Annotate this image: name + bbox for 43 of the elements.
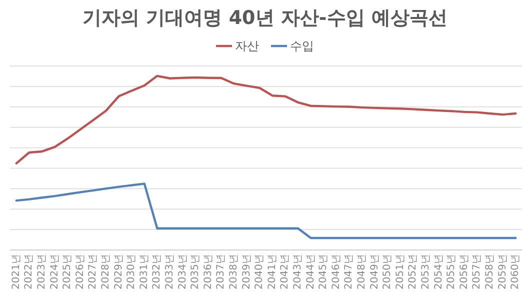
x-tick-label: 2033년 <box>164 254 176 290</box>
x-tick-label: 2027년 <box>88 254 99 290</box>
x-tick-label: 2026년 <box>74 254 86 290</box>
x-tick-label: 2025년 <box>62 254 74 290</box>
x-tick-label: 2039년 <box>241 254 252 290</box>
x-tick-label: 2047년 <box>344 254 355 290</box>
x-tick-label: 2049년 <box>369 254 380 290</box>
x-tick-label: 2057년 <box>472 254 483 290</box>
x-tick-label: 2053년 <box>420 254 432 290</box>
x-tick-label: 2028년 <box>100 254 112 290</box>
x-tick-label: 2023년 <box>36 254 48 290</box>
legend-label: 수입 <box>290 39 314 53</box>
x-tick-label: 2032년 <box>152 254 163 290</box>
legend-label: 자산 <box>235 39 259 53</box>
x-tick-label: 2031년 <box>138 254 150 290</box>
x-tick-label: 2059년 <box>497 254 508 290</box>
x-tick-label: 2055년 <box>446 254 458 290</box>
x-tick-label: 2043년 <box>292 254 304 290</box>
x-tick-label: 2051년 <box>394 254 406 290</box>
x-tick-label: 2038년 <box>228 254 240 290</box>
x-tick-label: 2042년 <box>280 254 291 290</box>
x-tick-label: 2058년 <box>484 254 496 290</box>
x-tick-label: 2045년 <box>318 254 330 290</box>
x-tick-label: 2052년 <box>408 254 419 290</box>
x-tick-label: 2054년 <box>433 254 444 290</box>
x-tick-label: 2029년 <box>113 254 124 290</box>
x-tick-label: 2044년 <box>305 254 316 290</box>
x-tick-label: 2021년 <box>10 254 22 290</box>
chart-title: 기자의 기대여명 40년 자산-수입 예상곡선 <box>82 7 448 29</box>
x-tick-label: 2040년 <box>254 254 266 290</box>
x-tick-label: 2037년 <box>216 254 227 290</box>
x-tick-label: 2041년 <box>266 254 278 290</box>
x-tick-label: 2034년 <box>177 254 188 290</box>
x-tick-label: 2035년 <box>190 254 202 290</box>
x-tick-label: 2022년 <box>24 254 35 290</box>
x-tick-label: 2030년 <box>126 254 138 290</box>
x-tick-label: 2056년 <box>458 254 470 290</box>
x-tick-label: 2048년 <box>356 254 368 290</box>
x-tick-label: 2060년 <box>510 254 522 290</box>
x-tick-label: 2024년 <box>49 254 60 290</box>
x-tick-label: 2050년 <box>382 254 394 290</box>
x-tick-label: 2036년 <box>202 254 214 290</box>
x-tick-label: 2046년 <box>330 254 342 290</box>
